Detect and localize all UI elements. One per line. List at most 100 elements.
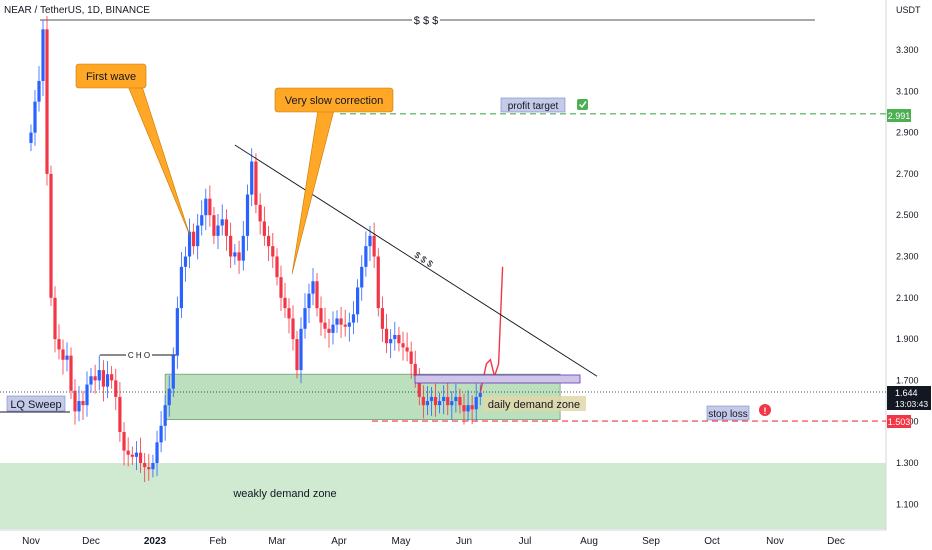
candle-body [110,374,114,381]
candle-body [429,396,434,402]
time-tick-label: 2023 [144,536,167,547]
weekly-demand-zone[interactable] [0,463,886,530]
candle-body [275,256,279,278]
alert-icon-mark: ! [764,406,767,416]
candle-body [147,467,151,470]
alert-icon [759,404,771,416]
candle-body [97,370,101,381]
first-wave-pointer [127,85,191,237]
candle-body [229,235,233,257]
target-price-tag-text: 2.991 [888,111,911,121]
candle-body [114,380,118,397]
slow-correction-box [274,87,394,113]
lq-sweep-label: LQ Sweep [10,399,61,411]
candle-body [224,219,229,236]
candle-body [41,29,45,81]
candle-body [126,450,130,455]
candle-body [216,225,220,236]
entry-box[interactable] [414,374,581,384]
candle-body [450,401,454,406]
profit-target-label: profit target [508,101,559,112]
candle-body [311,281,315,294]
candle-body [250,161,254,195]
time-tick-label: May [392,536,411,547]
candle-body [155,442,159,463]
candle-body [33,101,37,133]
target-price-tag [887,109,911,122]
stop-price-tag [887,415,911,428]
candle-body [53,297,57,340]
cho-label-bg [126,349,152,361]
profit-target-box [500,97,566,113]
candle-body [101,370,105,387]
time-tick-label: Mar [268,536,286,547]
time-tick-label: Dec [827,536,845,547]
price-tick-label: 2.100 [896,293,919,303]
candle-body [175,308,179,356]
stop-loss-box [706,405,750,421]
candle-body [458,396,462,406]
candle-body [196,225,200,247]
current-price-tag [887,386,931,410]
candle-body [163,405,167,426]
candle-body [446,396,450,406]
time-tick-label: Feb [209,536,227,547]
price-tick-label: 2.500 [896,210,919,220]
projection-path [479,266,504,393]
candle-body [380,308,384,329]
candle-body [466,405,470,412]
candle-body [335,318,339,325]
candle-body [347,322,351,327]
candle-body [372,235,376,257]
candle-body [307,293,311,309]
candle-body [331,324,335,333]
candle-body [291,318,295,340]
candle-body [413,363,417,377]
first-wave-box [75,63,147,89]
candle-body [266,235,271,247]
price-tick-label: 3.100 [896,86,919,96]
candle-body [81,401,85,406]
candle-body [159,425,163,443]
chart-title: NEAR / TetherUS, 1D, BINANCE [4,5,150,16]
candle-body [319,308,323,323]
liquidity-top-label-bg [412,14,440,26]
cho-label: C H O [128,351,150,360]
candle-body [360,266,364,288]
candle-body [279,277,283,298]
candles-group [29,16,482,482]
candle-body [299,328,303,371]
candle-body [254,161,258,205]
candle-body [462,405,466,412]
candle-body [118,396,122,433]
stop-price-tag-text: 1.503 [888,417,911,427]
liquidity-top-label: $ $ $ [414,15,438,27]
candle-body [167,388,171,406]
candle-body [179,266,184,309]
time-tick-label: Apr [331,536,347,547]
candle-body [37,80,41,102]
candle-body [303,308,307,329]
candle-body [356,287,360,315]
descending-trendline[interactable] [234,144,598,377]
daily-zone-label-box [483,396,586,411]
candle-body [397,334,401,344]
first-wave-label: First wave [86,71,136,83]
candle-body [421,396,425,406]
candle-body [327,328,331,333]
candle-body [187,231,192,257]
slow-correction-pointer [291,109,335,275]
candle-body [417,376,421,397]
daily-zone-label: daily demand zone [488,399,580,411]
candle-body [105,374,110,387]
currency-label: USDT [896,5,921,15]
candle-body [442,396,446,402]
time-tick-label: Sep [642,536,660,547]
check-icon [577,99,588,110]
candle-body [45,29,49,174]
candle-body [283,297,287,309]
candle-body [393,334,397,340]
time-axis[interactable]: Nov Dec 2023 Feb Mar Apr May Jun Jul Aug Sep Oct Nov… [22,536,845,547]
countdown-text: 13:03:43 [895,399,928,409]
